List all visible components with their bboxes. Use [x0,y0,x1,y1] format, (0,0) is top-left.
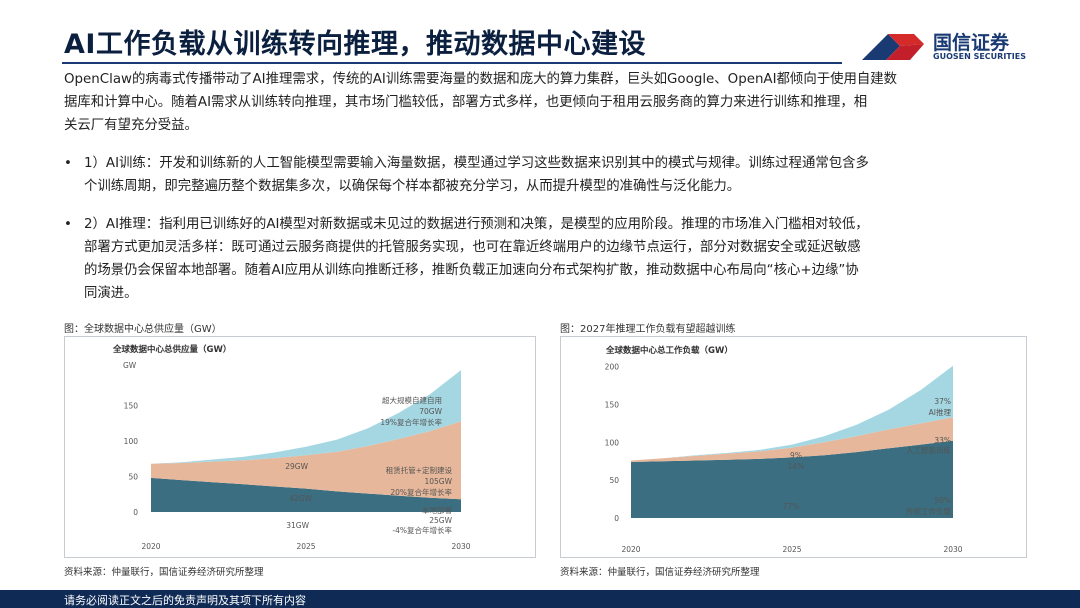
title-divider [62,62,842,64]
data-annotation: 31GW [286,521,309,530]
brand-logo: 国信证券 GUOSEN SECURITIES [858,26,1038,68]
chart-panel-workload: 全球数据中心总工作负载（GW） 0 50 100 150 200 2020 2025 2030 3… [560,336,1027,558]
y-tick-label: 0 [133,508,138,517]
intro-line: OpenClaw的病毒式传播带动了AI推理需求，传统的AI训练需要海量的数据和庞… [64,72,898,87]
y-tick-label: 50 [609,476,619,485]
data-annotation: 20%复合年增长率 [390,487,452,497]
data-annotation: 传统工作负载 [906,506,951,516]
data-annotation: 105GW [424,477,452,486]
bullet-line: 的场景仍会保留本地部署。随着AI应用从训练向推断迁移，推断负载正加速向分布式架构… [84,263,859,278]
data-annotation: 19%复合年增长率 [380,417,442,427]
bullet-dot: • [64,217,72,232]
chart-title: 全球数据中心总工作负载（GW） [605,345,733,356]
area-series-2 [151,370,461,464]
logo-text-cn: 国信证券 [933,32,1010,54]
supply-area-chart: 全球数据中心总供应量（GW） GW 0 50 100 150 2020 2025 2030 超大规… [112,344,471,551]
intro-line: 关云厂有望充分受益。 [64,118,198,133]
x-tick-label: 2030 [451,542,470,551]
workload-area-chart: 全球数据中心总工作负载（GW） 0 50 100 150 200 2020 2025 2030 3… [605,345,963,554]
data-annotation: 33% [934,436,951,445]
bullet-line: 2）AI推理：指利用已训练好的AI模型对新数据或未见过的数据进行预测和决策，是模… [84,217,869,232]
x-tick-label: 2025 [782,545,801,554]
bullet-line: 同演进。 [84,286,138,301]
page-title: AI工作负载从训练转向推理，推动数据中心建设 [64,29,646,60]
data-annotation: 50% [934,496,951,505]
figure-caption-right: 图：2027年推理工作负载有望超越训练 [560,324,736,335]
chart-panel-supply: 全球数据中心总供应量（GW） GW 0 50 100 150 2020 2025 2030 超大规… [64,336,536,558]
data-annotation: 14% [788,462,805,471]
logo-text-en: GUOSEN SECURITIES [933,52,1026,61]
data-annotation: 70GW [419,407,442,416]
x-tick-label: 2025 [296,542,315,551]
data-annotation: -4%复合年增长率 [392,525,452,535]
data-annotation: 本地部署 [422,505,452,515]
bullet-line: 部署方式更加灵活多样：既可通过云服务商提供的托管服务实现，也可在靠近终端用户的边… [84,240,861,255]
data-annotation: 超大规模自建自用 [382,395,442,405]
data-annotation: 77% [783,502,800,511]
data-annotation: 29GW [285,462,308,471]
figure-source-right: 资料来源：仲量联行，国信证券经济研究所整理 [560,567,760,578]
y-tick-label: 150 [605,400,620,409]
y-tick-label: 50 [128,473,138,482]
area-series-1 [151,421,461,500]
area-series-2 [631,365,953,461]
data-annotation: 37% [934,397,951,406]
area-series-0 [631,440,953,518]
chart-title: 全球数据中心总供应量（GW） [112,344,231,355]
figure-caption-left: 图：全球数据中心总供应量（GW） [64,324,222,335]
y-tick-label: 0 [614,514,619,523]
data-annotation: 9% [790,451,802,460]
data-annotation: 25GW [429,516,452,525]
bullet-dot: • [64,156,72,171]
x-tick-label: 2020 [141,542,160,551]
guosen-logo-icon [862,34,924,60]
area-series-1 [631,417,953,462]
data-annotation: 42GW [289,494,312,503]
bullet-ai-inference: • 2）AI推理：指利用已训练好的AI模型对新数据或未见过的数据进行预测和决策，… [64,213,1024,305]
footer-bar: 请务必阅读正文之后的免责声明及其项下所有内容 [0,590,1080,608]
area-series-0 [151,477,461,512]
figure-source-left: 资料来源：仲量联行，国信证券经济研究所整理 [64,567,264,578]
x-tick-label: 2030 [943,545,962,554]
y-tick-label: 150 [124,402,139,411]
footer-disclaimer: 请务必阅读正文之后的免责声明及其项下所有内容 [64,594,306,607]
data-annotation: 人工智能训练 [906,445,951,455]
y-tick-label: 100 [605,438,620,447]
bullet-line: 1）AI训练：开发和训练新的人工智能模型需要输入海量数据，模型通过学习这些数据来… [84,156,869,171]
y-tick-label: 200 [605,363,620,372]
data-annotation: 租赁托管+定制建设 [386,465,453,475]
x-tick-label: 2020 [621,545,640,554]
y-axis-unit: GW [123,361,137,370]
intro-paragraph: OpenClaw的病毒式传播带动了AI推理需求，传统的AI训练需要海量的数据和庞… [64,68,1024,137]
bullet-ai-training: • 1）AI训练：开发和训练新的人工智能模型需要输入海量数据，模型通过学习这些数… [64,152,1024,198]
intro-line: 据库和计算中心。随着AI需求从训练转向推理，其市场门槛较低，部署方式多样，也更倾… [64,95,868,110]
bullet-line: 个训练周期，即完整遍历整个数据集多次，以确保每个样本都被充分学习，从而提升模型的… [84,179,741,194]
data-annotation: AI推理 [929,407,952,417]
y-tick-label: 100 [124,437,139,446]
